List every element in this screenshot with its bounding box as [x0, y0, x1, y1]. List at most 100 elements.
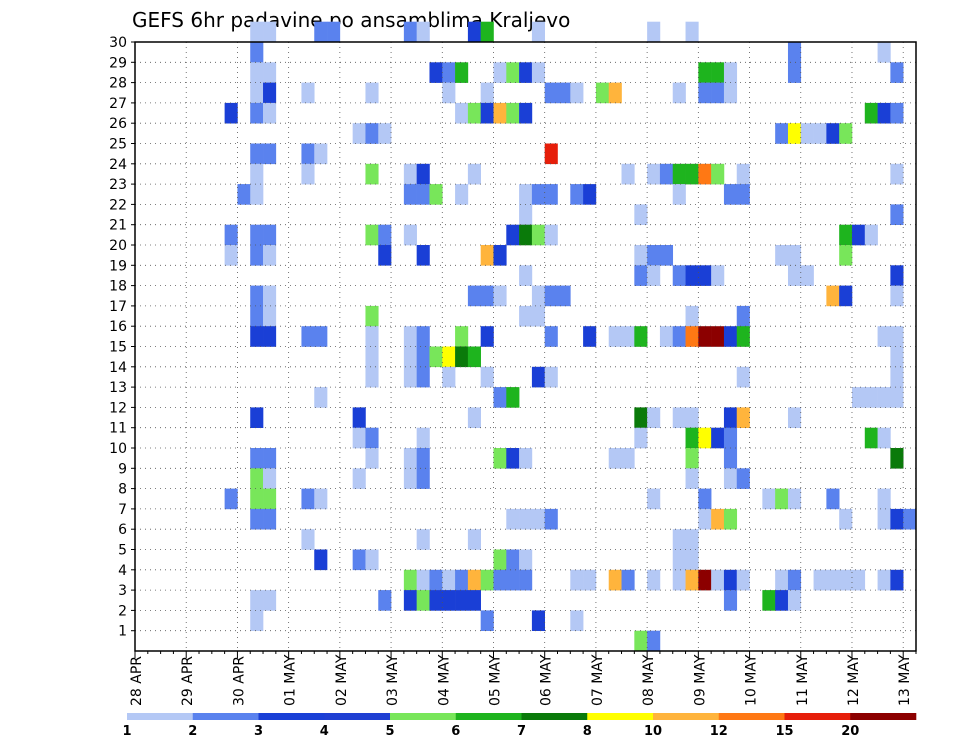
heatmap-cell — [864, 224, 878, 246]
y-tick-label: 23 — [109, 177, 127, 193]
heatmap-cell — [736, 184, 750, 205]
y-tick-label: 15 — [109, 340, 127, 356]
heatmap-cell — [685, 407, 699, 428]
x-tick-label: 09 MAY — [692, 654, 708, 706]
heatmap-cell — [365, 163, 379, 185]
heatmap-cell — [480, 245, 494, 266]
heatmap-cell — [787, 488, 802, 510]
heatmap-cell — [442, 62, 456, 83]
heatmap-cell — [570, 82, 584, 104]
heatmap-cell — [723, 590, 738, 611]
heatmap-cell — [723, 407, 738, 428]
heatmap-cell — [493, 245, 507, 266]
y-tick-label: 13 — [109, 380, 127, 396]
heatmap-cell — [365, 346, 379, 368]
heatmap-cell — [442, 590, 456, 611]
heatmap-cell — [301, 163, 315, 185]
heatmap-cell — [506, 102, 520, 124]
heatmap-cell — [634, 265, 648, 286]
heatmap-cell — [519, 569, 533, 591]
heatmap-cell — [365, 427, 379, 449]
legend-swatch — [784, 713, 851, 720]
heatmap-cell — [378, 590, 392, 611]
x-tick-label: 05 MAY — [487, 654, 503, 706]
heatmap-cell — [301, 529, 315, 550]
heatmap-cell — [327, 21, 341, 43]
heatmap-cell — [455, 102, 469, 124]
heatmap-cell — [250, 468, 264, 489]
heatmap-cell — [480, 569, 494, 591]
heatmap-cell — [263, 62, 277, 83]
heatmap-cell — [685, 163, 699, 185]
heatmap-cell — [224, 224, 238, 246]
heatmap-cell — [403, 590, 417, 611]
heatmap-cell — [621, 326, 635, 347]
legend-label: 12 — [710, 724, 728, 739]
heatmap-cell — [659, 163, 674, 185]
heatmap-cell — [736, 163, 750, 185]
heatmap-cell — [890, 366, 904, 388]
heatmap-cell — [416, 245, 430, 266]
heatmap-cell — [723, 427, 738, 449]
heatmap-cell — [455, 346, 469, 368]
heatmap-cell — [851, 224, 866, 246]
heatmap-cell — [557, 285, 571, 307]
heatmap-cell — [250, 305, 264, 327]
legend-label: 5 — [385, 724, 394, 739]
heatmap-cell — [519, 508, 533, 530]
heatmap-cell — [250, 326, 264, 347]
y-tick-label: 24 — [109, 157, 127, 173]
heatmap-cell — [775, 590, 789, 611]
heatmap-cell — [442, 82, 456, 104]
heatmap-cell — [531, 224, 545, 246]
x-tick-label: 06 MAY — [539, 654, 555, 706]
heatmap-cell — [711, 62, 725, 83]
heatmap-cell — [416, 21, 430, 43]
heatmap-cell — [480, 285, 494, 307]
heatmap-cell — [608, 569, 622, 591]
heatmap-cell — [787, 569, 802, 591]
heatmap-cell — [480, 82, 494, 104]
heatmap-cell — [647, 630, 661, 652]
heatmap-cell — [775, 245, 789, 266]
heatmap-cell — [493, 62, 507, 83]
y-tick-label: 9 — [118, 461, 127, 477]
heatmap-cell — [557, 82, 571, 104]
heatmap-cell — [659, 326, 674, 347]
heatmap-cell — [877, 326, 891, 347]
y-tick-label: 14 — [109, 360, 127, 376]
heatmap-cell — [698, 163, 712, 185]
legend-label: 6 — [451, 724, 460, 739]
heatmap-cell — [416, 184, 430, 205]
heatmap-cell — [672, 569, 686, 591]
heatmap-cell — [506, 549, 520, 571]
heatmap-cell — [890, 285, 904, 307]
heatmap-cell — [634, 630, 648, 652]
heatmap-cell — [621, 448, 635, 469]
y-tick-label: 22 — [109, 197, 127, 213]
heatmap-cell — [416, 346, 430, 368]
heatmap-cell — [877, 427, 891, 449]
heatmap-cell — [250, 163, 264, 185]
heatmap-cell — [224, 488, 238, 510]
heatmap-cell — [250, 407, 264, 428]
heatmap-cell — [723, 508, 738, 530]
legend-swatch — [390, 713, 457, 720]
heatmap-cell — [890, 326, 904, 347]
heatmap-cell — [813, 123, 827, 144]
heatmap-cell — [263, 102, 277, 124]
legend-swatch — [127, 713, 194, 720]
heatmap-cell — [250, 488, 264, 510]
y-tick-label: 25 — [109, 137, 127, 153]
heatmap-cell — [250, 102, 264, 124]
heatmap-cell — [608, 448, 622, 469]
heatmap-cell — [762, 488, 776, 510]
heatmap-cell — [365, 224, 379, 246]
y-tick-label: 6 — [118, 522, 127, 538]
y-tick-label: 8 — [118, 482, 127, 498]
heatmap-cell — [416, 569, 430, 591]
heatmap-cell — [608, 326, 622, 347]
heatmap-cell — [851, 387, 866, 408]
heatmap-cell — [647, 488, 661, 510]
heatmap-cell — [544, 285, 558, 307]
